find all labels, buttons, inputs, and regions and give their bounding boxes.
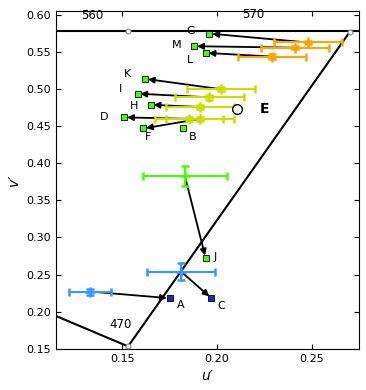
Text: L: L bbox=[187, 55, 193, 65]
Text: A: A bbox=[177, 300, 185, 310]
Text: H: H bbox=[130, 101, 138, 111]
Text: F: F bbox=[145, 132, 152, 142]
X-axis label: u′: u′ bbox=[202, 369, 213, 383]
Text: C: C bbox=[217, 301, 225, 311]
Y-axis label: v′: v′ bbox=[7, 174, 21, 186]
Text: 560: 560 bbox=[81, 9, 103, 23]
Text: 470: 470 bbox=[109, 318, 131, 331]
Text: 570: 570 bbox=[242, 8, 264, 21]
Text: K: K bbox=[124, 69, 131, 80]
Text: J: J bbox=[213, 252, 217, 262]
Text: M: M bbox=[172, 40, 181, 50]
Text: B: B bbox=[188, 132, 196, 142]
Text: I: I bbox=[119, 84, 122, 94]
Text: D: D bbox=[100, 112, 108, 122]
Text: E: E bbox=[259, 102, 269, 116]
Text: G: G bbox=[187, 26, 195, 35]
